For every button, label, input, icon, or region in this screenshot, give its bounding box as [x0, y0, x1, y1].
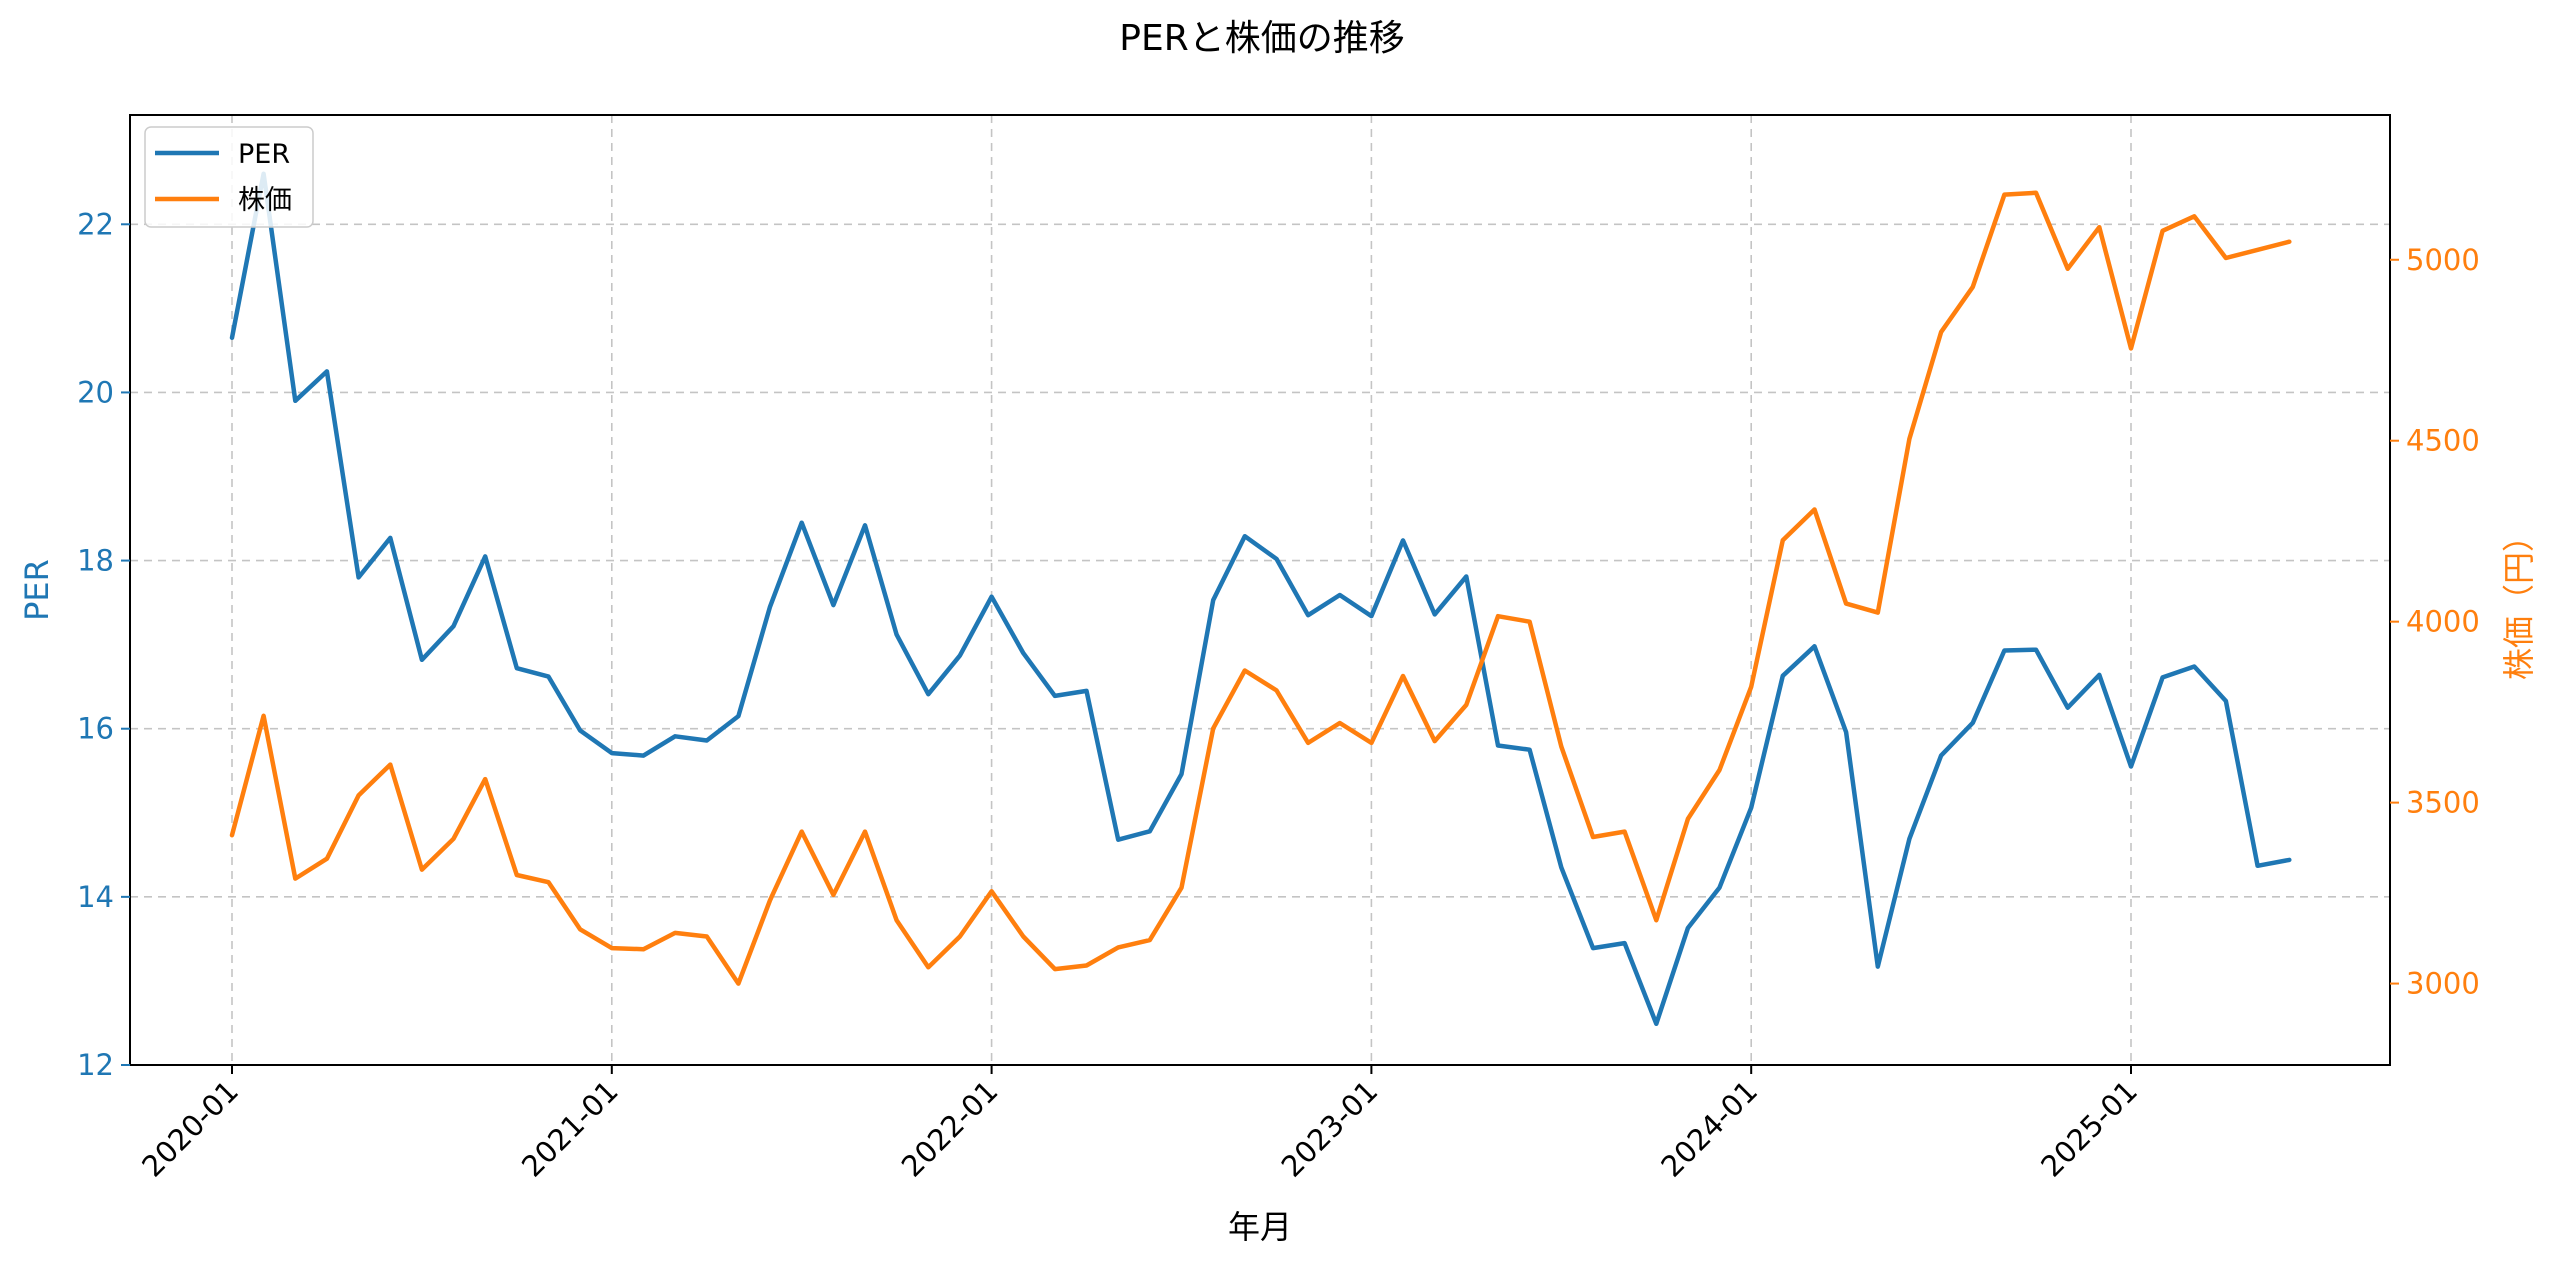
left-tick-label: 14: [77, 880, 114, 914]
series-layer: [229, 171, 2292, 1027]
left-tick-label: 18: [77, 544, 114, 578]
right-tick-label: 4000: [2406, 605, 2480, 639]
left-axis-ticks: 12 14 16 18 20 22: [77, 207, 130, 1082]
right-axis-label: 株価（円）: [2500, 520, 2538, 680]
legend-price-label: 株価: [238, 185, 292, 216]
right-tick-label: 3000: [2406, 967, 2480, 1001]
right-axis-ticks: 3000 3500 4000 4500 5000: [2390, 243, 2480, 1001]
price-series-line: [229, 190, 2292, 986]
right-tick-label: 5000: [2406, 243, 2480, 277]
left-tick-label: 12: [77, 1048, 114, 1082]
right-tick-label: 3500: [2406, 786, 2480, 820]
x-axis-label: 年月: [1228, 1208, 1292, 1246]
plot-frame: [129, 114, 2391, 1066]
left-tick-label: 22: [77, 207, 114, 241]
legend-per-label: PER: [238, 139, 290, 170]
left-tick-label: 20: [77, 375, 114, 409]
per-series-line: [229, 171, 2292, 1027]
legend: PER 株価: [144, 126, 314, 228]
left-tick-label: 16: [77, 712, 114, 746]
chart-title: PERと株価の推移: [1119, 18, 1404, 59]
right-tick-label: 4500: [2406, 424, 2480, 458]
left-axis-label: PER: [18, 559, 56, 621]
